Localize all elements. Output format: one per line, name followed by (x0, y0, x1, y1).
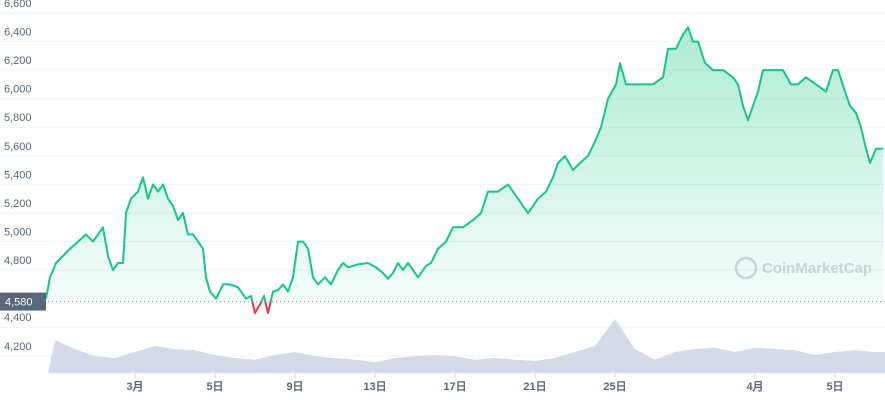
y-tick-label: 4,200 (4, 341, 32, 353)
x-tick-label: 21日 (523, 380, 546, 393)
baseline-label-box (0, 292, 46, 311)
x-tick-label: 5日 (826, 380, 843, 393)
y-tick-label: 4,400 (4, 312, 32, 324)
x-tick-label: 3月 (126, 380, 143, 393)
y-tick-label: 6,400 (4, 26, 32, 38)
watermark-text: CoinMarketCap (762, 260, 872, 277)
x-tick-label: 13日 (363, 380, 386, 393)
y-tick-label: 4,800 (4, 255, 32, 267)
y-tick-label: 5,400 (4, 169, 32, 181)
y-tick-label: 5,600 (4, 141, 32, 153)
y-tick-label: 5,200 (4, 198, 32, 210)
y-tick-label: 6,600 (4, 0, 32, 10)
baseline-label: 4,580 (5, 296, 33, 308)
y-tick-label: 6,200 (4, 55, 32, 67)
x-tick-label: 17日 (443, 380, 466, 393)
watermark-logo (734, 256, 758, 280)
price-line-up (45, 26, 883, 302)
x-tick-label: 4月 (746, 380, 763, 393)
watermark: CoinMarketCap (734, 256, 872, 280)
y-tick-label: 5,800 (4, 112, 32, 124)
x-tick-label: 9日 (286, 380, 303, 393)
x-tick-label: 5日 (206, 380, 223, 393)
x-tick-label: 25日 (603, 380, 626, 393)
volume-area (48, 319, 885, 373)
y-tick-label: 5,000 (4, 226, 32, 238)
price-area (46, 27, 883, 302)
y-tick-label: 6,000 (4, 84, 32, 96)
